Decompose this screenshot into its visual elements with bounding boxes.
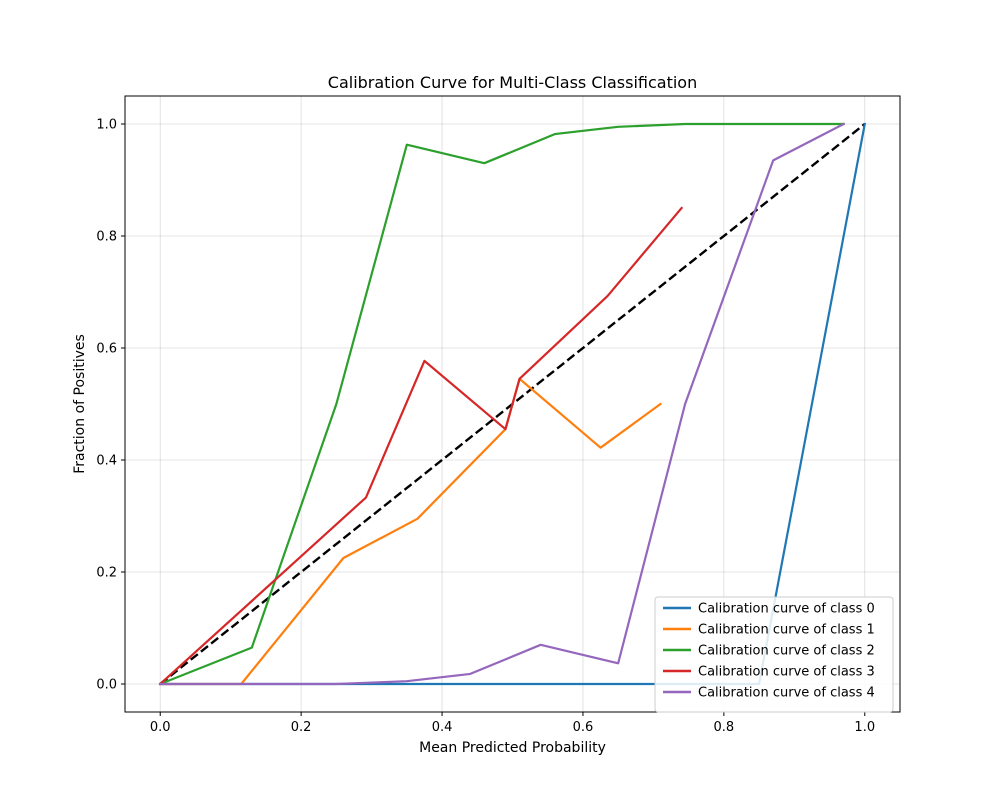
- series-line-class-3: [158, 206, 684, 686]
- x-tick-label: 0.4: [432, 720, 453, 735]
- grid-layer: [125, 96, 900, 712]
- legend-entry-label: Calibration curve of class 1: [698, 623, 875, 638]
- legend-box: [654, 596, 894, 713]
- y-axis-label: Fraction of Positives: [72, 334, 88, 474]
- y-tick-label: 0.6: [96, 342, 117, 357]
- y-tick-label: 0.2: [96, 566, 117, 581]
- plot-frame: [124, 95, 901, 713]
- x-tick-label: 0.0: [150, 720, 171, 735]
- x-axis-ticks: 0.0 0.2 0.4 0.6 0.8 1.0: [150, 712, 875, 735]
- y-tick-label: 0.4: [96, 454, 117, 469]
- x-tick-label: 0.6: [573, 720, 594, 735]
- series-line-class-1: [159, 377, 662, 686]
- x-axis-label: Mean Predicted Probability: [419, 740, 606, 756]
- series-line-class-2: [158, 122, 845, 686]
- y-tick-label: 0.0: [96, 678, 117, 693]
- x-tick-label: 0.8: [714, 720, 735, 735]
- y-axis-ticks: 0.0 0.2 0.4 0.6 0.8 1.0: [96, 118, 125, 693]
- x-tick-label: 1.0: [854, 720, 875, 735]
- series-line-class-4: [159, 122, 846, 686]
- legend-entry-label: Calibration curve of class 2: [698, 644, 875, 659]
- y-tick-label: 1.0: [96, 118, 117, 133]
- y-tick-label: 0.8: [96, 230, 117, 245]
- legend-entry-label: Calibration curve of class 0: [698, 602, 875, 617]
- chart-title: Calibration Curve for Multi-Class Classi…: [328, 73, 697, 92]
- x-tick-label: 0.2: [291, 720, 312, 735]
- legend: Calibration curve of class 0 Calibration …: [654, 596, 894, 713]
- legend-entry-label: Calibration curve of class 3: [698, 665, 875, 680]
- legend-entry-label: Calibration curve of class 4: [698, 686, 875, 701]
